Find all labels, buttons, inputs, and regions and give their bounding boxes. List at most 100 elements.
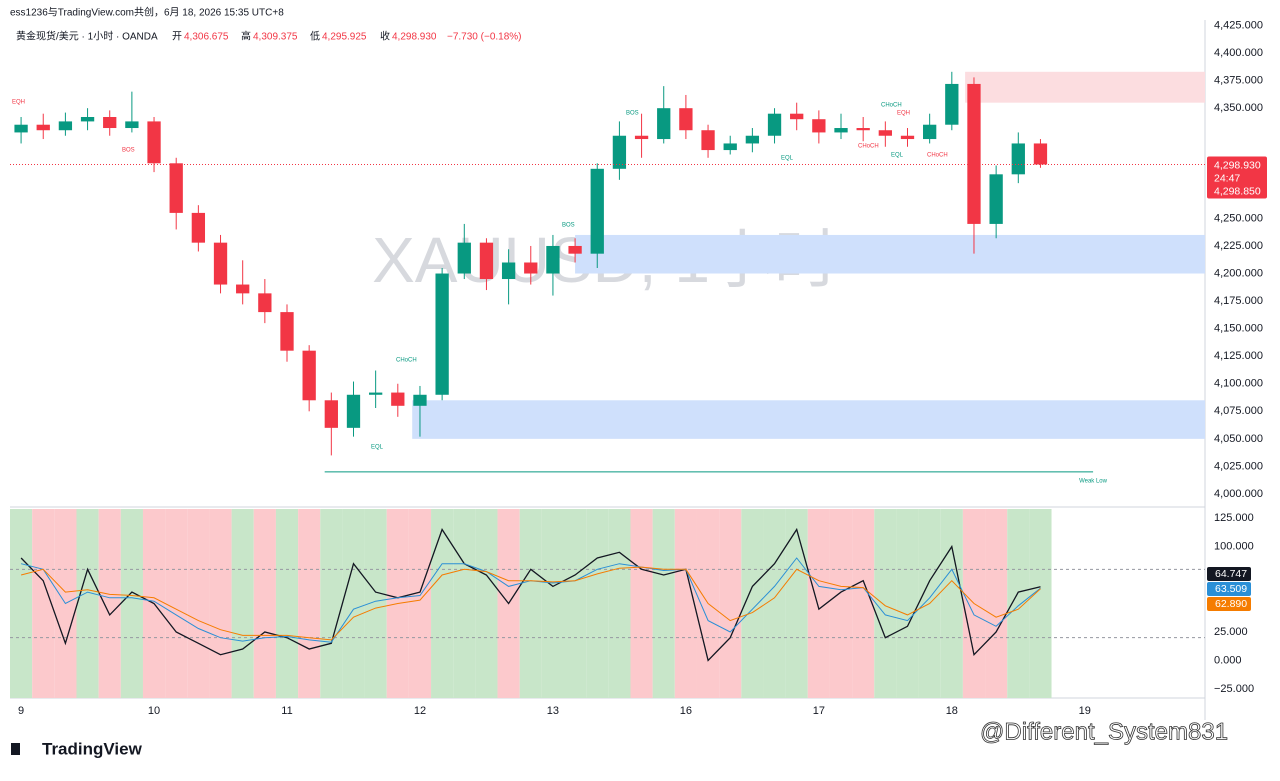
regime-band [475, 509, 498, 698]
candle-body [391, 392, 405, 406]
candle-body [590, 168, 604, 254]
regime-band [985, 509, 1008, 698]
x-tick-label: 19 [1079, 705, 1091, 717]
legend-symbol: 黄金现货/美元 · 1小时 · OANDA [16, 30, 158, 43]
y-tick-label: 4,025.000 [1214, 460, 1263, 472]
y-tick-label: 4,000.000 [1214, 488, 1263, 500]
zone [965, 71, 1205, 103]
candle-body [368, 392, 383, 395]
y-tick-label: 4,200.000 [1214, 267, 1263, 279]
annotation: EQL [371, 445, 384, 451]
tv-logo: TradingView [11, 739, 143, 758]
last-value-label: 64.747 [1215, 568, 1247, 580]
logo-text: TradingView [42, 739, 143, 758]
candle-body [723, 143, 737, 151]
regime-band [630, 509, 653, 698]
candle-body [258, 293, 272, 313]
y-tick-label: 0.000 [1214, 654, 1242, 666]
regime-band [275, 509, 299, 698]
legend-c-value: 4,298.930 [392, 32, 437, 43]
candle-body [612, 135, 627, 169]
annotation: EQH [12, 100, 25, 106]
indicator-line [20, 527, 1041, 662]
credit: ess1236与TradingView.com共创，6月 18, 2026 15… [10, 6, 284, 19]
legend-l: 低 [310, 30, 320, 43]
regime-band [408, 509, 432, 698]
candle-body [834, 128, 848, 133]
candle-body [457, 242, 471, 274]
candle-body [812, 119, 826, 133]
regime-band [852, 509, 875, 698]
y-tick-label: 4,425.000 [1214, 19, 1263, 31]
x-tick-label: 18 [946, 705, 958, 717]
candle-body [767, 113, 782, 136]
y-tick-label: 4,100.000 [1214, 378, 1263, 390]
y-tick-label: 25.000 [1214, 626, 1248, 638]
candle-body [1011, 143, 1025, 175]
regime-band [187, 509, 210, 698]
candle-body [36, 124, 50, 131]
y-tick-label: 4,150.000 [1214, 323, 1263, 335]
candle-body [236, 284, 250, 294]
y-tick-label: 4,225.000 [1214, 240, 1263, 252]
regime-band [1007, 509, 1030, 698]
x-tick-label: 13 [547, 705, 559, 717]
regime-band [829, 509, 853, 698]
user-watermark: @Different_System831 [980, 718, 1228, 745]
last-value-tag [1207, 582, 1251, 596]
price-tag-countdown: 24:47 [1214, 172, 1240, 184]
regime-band [98, 509, 121, 698]
x-tick-label: 16 [680, 705, 692, 717]
regime-band [741, 509, 764, 698]
annotation: EQL [891, 153, 904, 159]
y-tick-label: 4,050.000 [1214, 433, 1263, 445]
regime-band [32, 509, 55, 698]
candle-body [634, 135, 649, 140]
candle-body [546, 245, 560, 274]
last-value-label: 63.509 [1215, 583, 1247, 595]
y-tick-label: 125.000 [1214, 512, 1254, 524]
zone [575, 234, 1205, 274]
regime-band [719, 509, 742, 698]
candle-body [568, 245, 582, 254]
regime-band [10, 509, 33, 698]
y-tick-label: 4,350.000 [1214, 102, 1263, 114]
candle-body [856, 128, 870, 131]
candle-body [280, 312, 294, 351]
zone [412, 400, 1205, 439]
candle-body [701, 130, 715, 151]
candle-body [147, 121, 161, 164]
regime-band [453, 509, 476, 698]
legend-o: 开 [172, 32, 182, 43]
candle-body [945, 83, 959, 125]
annotation: CHoCH [396, 358, 417, 364]
price-tag-price: 4,298.930 [1214, 159, 1261, 171]
y-tick-label: 4,125.000 [1214, 350, 1263, 362]
regime-band [652, 509, 675, 698]
candle-body [80, 117, 95, 122]
regime-band [120, 509, 143, 698]
candle-body [213, 242, 228, 285]
x-tick-label: 11 [281, 705, 292, 717]
legend-h: 高 [241, 30, 251, 43]
regime-band [342, 509, 365, 698]
x-tick-label: 9 [18, 705, 24, 717]
candle-body [479, 242, 494, 280]
candle-body [435, 273, 449, 395]
regime-band [785, 509, 808, 698]
candle-body [501, 262, 516, 280]
candle-body [745, 135, 760, 144]
regime-band [320, 509, 343, 698]
regime-band [608, 509, 631, 698]
last-value-tag [1207, 597, 1251, 611]
regime-band [364, 509, 387, 698]
indicator-line [20, 566, 1041, 641]
regime-band [564, 509, 587, 698]
regime-band [253, 509, 276, 698]
y-tick-label: 4,175.000 [1214, 295, 1263, 307]
candle-body [900, 135, 915, 140]
legend-h-value: 4,309.375 [253, 32, 298, 43]
last-value-label: 62.890 [1215, 598, 1247, 610]
regime-band [298, 509, 321, 698]
candle-body [14, 124, 28, 133]
